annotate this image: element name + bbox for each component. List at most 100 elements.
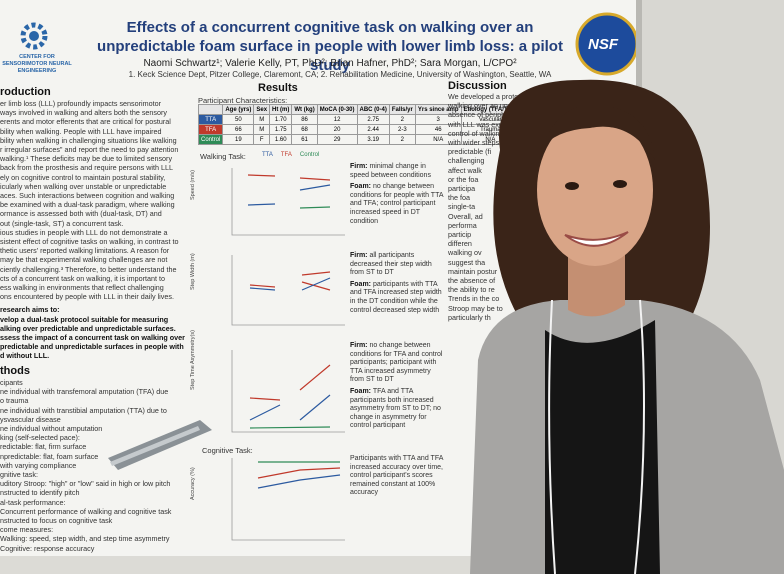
note-label: Foam:: [350, 280, 371, 288]
discussion-text: We developed a protocol to asse walking o…: [448, 92, 553, 322]
text-line: participa: [448, 184, 476, 194]
note-paragraph: Foam: no change between conditions for p…: [350, 183, 446, 226]
text-line: Overall, ad: [448, 211, 483, 221]
text-line: Stroop may be to: [448, 303, 503, 313]
text-line: Trends in the co: [448, 294, 500, 304]
text-line: single-ta: [448, 202, 476, 212]
note-text: TFA and TTA participants both increased …: [350, 387, 441, 430]
table-cell: 2: [388, 134, 416, 145]
note-label: Firm:: [350, 342, 368, 349]
result-plots: [231, 168, 345, 541]
result-note: Participants with TTA and TFA increased …: [350, 455, 446, 501]
text-line: the absence of: [448, 276, 496, 286]
text-line: or the foa: [448, 174, 479, 184]
poster-title: Effects of a concurrent cognitive task o…: [97, 19, 563, 74]
label: Walking Task:: [200, 152, 246, 161]
section-heading: Results: [258, 82, 298, 94]
note-paragraph: Firm: no change between conditions for T…: [350, 342, 446, 385]
text-line: particip: [448, 230, 472, 240]
text-line: particularly th: [448, 312, 491, 322]
text-line: alking over predictable and unpredictabl…: [0, 323, 176, 333]
text-line: sistent effect of cognitive tasks on wal…: [0, 237, 179, 247]
note-paragraph: Foam: participants with TTA and TFA incr…: [350, 281, 446, 315]
text-line: bility when walking in challenging situa…: [0, 135, 177, 145]
text-line: affect walk: [448, 165, 482, 175]
text-line: walking over an unpredi: [448, 101, 524, 111]
section-heading: thods: [0, 365, 30, 377]
text-line: ess walking in environments that reflect…: [0, 283, 164, 293]
text-line: r irregular surfaces" and report the nee…: [0, 145, 179, 155]
text-line: thetic users' reported walking limitatio…: [0, 246, 170, 256]
note-paragraph: Firm: minimal change in speed between co…: [350, 163, 446, 180]
table-row: Control 19 F 1.60 61 29 3.19 2 N/A N/A: [197, 134, 521, 145]
csne-logo: [20, 22, 48, 50]
poster-graphics: [20, 12, 639, 541]
text-line: king (self-selected pace):: [0, 433, 80, 443]
authors: Naomi Schwartz¹; Valerie Kelly, PT, PhD²…: [143, 58, 517, 69]
table-row: TTA 50 M 1.70 86 12 2.75 2 3 Vascular: [197, 114, 521, 125]
text-line: predictable and unpredictable surfaces i…: [0, 342, 184, 352]
text-line: cts of a concurrent task on walking, it …: [0, 273, 165, 283]
text-line: Walking: speed, step width, and step tim…: [0, 534, 170, 544]
text-line: velop a dual-task protocol suitable for …: [0, 314, 169, 324]
text-line: be examined with a dual-task paradigm, w…: [0, 200, 175, 210]
table-cell: Control: [197, 134, 224, 145]
text-line: er limb loss (LLL) profoundly impacts se…: [0, 99, 161, 108]
text-line: ious studies in people with LLL do not d…: [0, 227, 168, 237]
note-label: Foam:: [350, 183, 371, 191]
text-line: ssess the impact of a concurrent task on…: [0, 333, 185, 343]
methods-text: cipants ne individual with transfemoral a…: [0, 378, 171, 553]
text-line: suggest tha: [448, 257, 486, 267]
text-line: come measures:: [0, 525, 54, 535]
text-line: the foa: [448, 193, 470, 203]
text-line: back from the prosthesis and require per…: [0, 163, 173, 173]
result-note: Firm: all participants decreased their s…: [350, 252, 446, 318]
note-text: all participants decreased their step wi…: [350, 252, 432, 277]
affiliations: 1. Keck Science Dept, Pitzer College, Cl…: [128, 70, 552, 79]
text-line: icularly when walking over unstable or u…: [0, 181, 167, 191]
text-line: absence of peripheral: [448, 110, 518, 120]
table-cell: 19: [222, 134, 255, 145]
text-line: redictable: flat, firm surface: [0, 442, 87, 452]
text-line: bility when walking. People with LLL hav…: [0, 126, 162, 136]
text-line: performa: [448, 220, 477, 230]
note-label: Firm:: [350, 163, 368, 170]
note-text: no change between conditions for people …: [350, 183, 444, 225]
table-cell: 1.60: [269, 134, 293, 145]
text-line: maintain postur: [448, 266, 498, 276]
text-line: ormance is assessed both with (dual-task…: [0, 209, 162, 219]
text-line: nstructed to identify pitch: [0, 488, 80, 498]
subheading: research aims to:: [0, 305, 60, 315]
text-line: ne individual without amputation: [0, 424, 103, 434]
table-cell: N/A: [414, 134, 462, 145]
text-line: Cognitive: response accuracy: [0, 543, 95, 553]
text-line: walking.¹ These deficits may be due to l…: [0, 154, 173, 164]
section-heading: Discussion: [448, 80, 507, 92]
legend-entry: TFA: [280, 152, 292, 158]
text-line: npredictable: flat, foam surface: [0, 451, 99, 461]
text-line: aces. Such interactions between cognitio…: [0, 191, 175, 201]
text-line: gnitive task:: [0, 470, 38, 480]
text-line: challenging: [448, 156, 485, 166]
text-line: differen: [448, 239, 472, 249]
text-line: ely on cognitive control to maintain pos…: [0, 172, 166, 182]
note-text: Participants with TTA and TFA increased …: [350, 455, 443, 497]
legend-entry: Control: [299, 152, 320, 158]
text-line: ne individual with transtibial amputatio…: [0, 405, 167, 415]
text-line: We developed a protocol to asse: [448, 92, 553, 101]
text-line: d without LLL.: [0, 351, 50, 361]
result-note: Firm: minimal change in speed between co…: [350, 163, 446, 229]
plot-lines: [247, 174, 341, 489]
text-line: uditory Stroop: "high" or "low" said in …: [0, 479, 171, 489]
label: Participant Characteristics:: [198, 96, 288, 105]
section-heading: roduction: [0, 86, 51, 98]
note-label: Foam:: [350, 387, 371, 395]
text-line: with varying compliance: [0, 460, 77, 470]
text-line: ciently challenging.³ Therefore, to bett…: [0, 264, 177, 274]
logo-text: CENTER FOR SENSORIMOTOR NEURAL ENGINEERI…: [2, 54, 72, 74]
note-text: no change between conditions for TFA and…: [350, 342, 443, 384]
text-line: ne individual with transfemoral amputati…: [0, 387, 169, 397]
text-line: ysvascular disease: [0, 414, 61, 424]
